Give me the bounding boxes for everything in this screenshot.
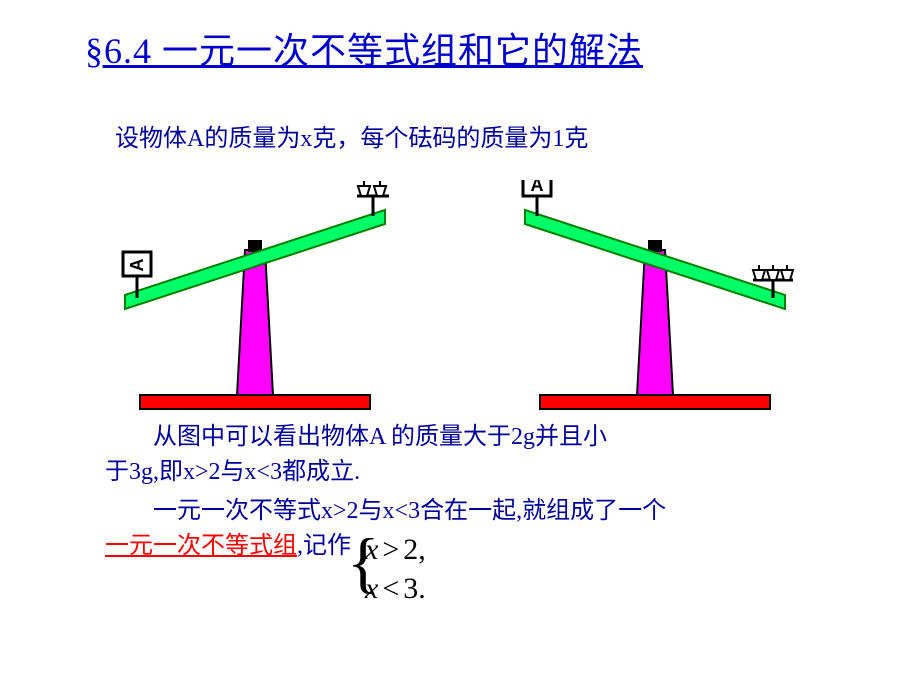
equation-system: { x>2, x<3.	[365, 530, 426, 608]
right-balance: A	[523, 180, 793, 409]
para2-part-a: 一元一次不等式x>2与x<3合在一起,就组成了一个	[153, 498, 666, 524]
observation-text: 从图中可以看出物体A 的质量大于2g并且小 于3g,即x>2与x<3都成立.	[105, 420, 805, 490]
para2-part-b: ,记作	[297, 533, 351, 559]
weights-2	[358, 181, 386, 196]
page-title: §6.4 一元一次不等式组和它的解法	[85, 22, 643, 74]
balance-diagrams: A A	[95, 180, 815, 415]
para1-line1: 从图中可以看出物体A 的质量大于2g并且小	[153, 424, 607, 450]
weights-3	[753, 265, 793, 280]
left-balance: A	[123, 181, 389, 409]
left-brace-icon: {	[347, 528, 380, 596]
problem-statement: 设物体A的质量为x克，每个砝码的质量为1克	[115, 118, 588, 153]
definition-text: 一元一次不等式x>2与x<3合在一起,就组成了一个 一元一次不等式组,记作	[105, 494, 865, 564]
balance-svg: A A	[95, 180, 815, 415]
svg-text:A: A	[531, 180, 544, 195]
svg-text:A: A	[127, 259, 147, 272]
para1-line2: 于3g,即x>2与x<3都成立.	[105, 459, 360, 485]
term-highlight: 一元一次不等式组	[105, 533, 297, 559]
